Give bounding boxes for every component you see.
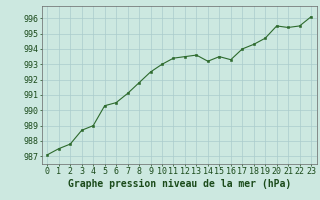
X-axis label: Graphe pression niveau de la mer (hPa): Graphe pression niveau de la mer (hPa) <box>68 179 291 189</box>
